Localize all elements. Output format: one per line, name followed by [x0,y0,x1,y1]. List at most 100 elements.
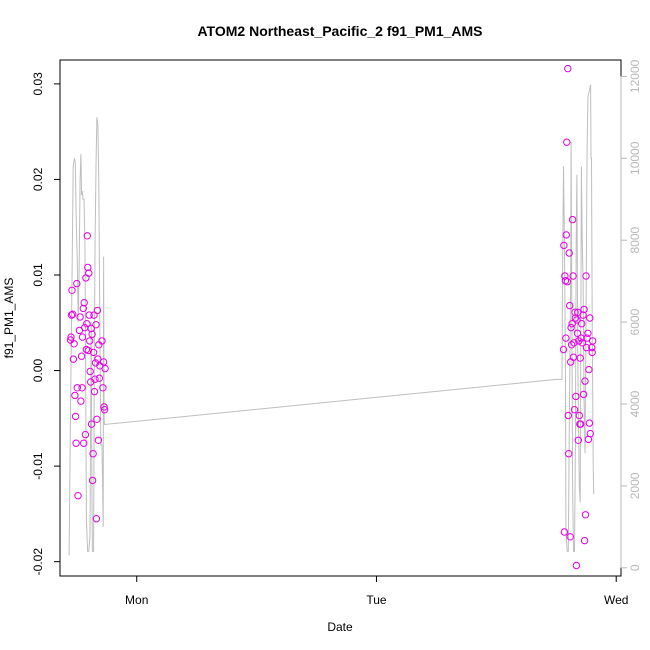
data-point [562,231,570,239]
data-point [580,305,588,314]
data-point [91,375,99,383]
data-point [70,340,78,348]
data-point [90,311,98,319]
y2-tick-label: 4000 [628,390,642,417]
data-point [86,367,94,376]
data-point [81,430,90,439]
data-point [84,346,93,355]
data-point [581,377,589,385]
data-point [94,436,103,444]
y-tick-label: -0.01 [31,452,45,480]
y-axis-left: -0.02 -0.01 0.00 0.01 0.02 0.03 [31,72,61,576]
data-point [93,306,102,315]
plot-area [66,64,597,570]
data-point [563,138,571,146]
data-point [580,536,589,545]
data-point [572,392,580,401]
data-point [68,286,76,294]
data-point [566,301,574,310]
data-point [77,397,85,405]
data-point [575,411,583,420]
data-point [578,320,586,328]
data-point [78,384,86,392]
data-point [71,391,79,400]
data-point [88,476,97,485]
data-point [94,355,102,363]
data-point [568,215,577,224]
data-point [87,420,96,428]
data-point [85,269,93,277]
y-tick-label: 0.03 [31,72,45,96]
data-point [585,419,594,427]
altitude-line [68,84,595,556]
data-point [74,492,82,500]
data-point [588,348,596,357]
data-point [76,313,84,321]
data-point [564,64,572,73]
data-point [71,412,80,421]
data-point [567,358,575,366]
data-point [72,439,80,447]
data-point [568,320,576,328]
y2-tick-label: 12000 [628,59,642,93]
data-point [586,314,594,322]
data-point [577,420,585,428]
data-point [92,515,101,523]
data-point [100,406,109,414]
y-tick-label: 0.02 [31,167,45,191]
data-point [84,263,92,272]
data-point [567,323,575,332]
data-point [577,334,585,342]
y2-tick-label: 10000 [628,141,642,175]
y-axis-label: f91_PM1_AMS [2,278,16,359]
data-point [560,241,568,250]
data-point [100,403,108,411]
x-tick-label: Wed [604,593,628,607]
y-tick-label: 0.01 [31,263,45,287]
data-point [585,365,593,374]
data-point [573,329,582,337]
chart-title: ATOM2 Northeast_Pacific_2 f91_PM1_AMS [197,23,482,39]
y2-tick-label: 0 [628,564,642,571]
data-point [571,308,579,316]
data-point [67,333,75,341]
data-point [570,406,579,414]
data-point [92,321,100,329]
x-axis-label: Date [327,620,353,634]
data-point [562,334,570,342]
data-point [83,232,92,240]
data-point [77,352,86,360]
y2-tick-label: 2000 [628,472,642,499]
data-point [576,354,584,362]
data-point [85,311,93,319]
data-point [80,439,88,447]
x-tick-label: Mon [125,593,148,607]
data-point [88,330,96,338]
data-point [565,450,573,458]
x-tick-label: Tue [366,593,387,607]
data-point [101,364,109,373]
data-point [69,310,77,318]
data-point [581,511,590,519]
data-point [89,348,98,357]
data-point [569,272,577,280]
data-point [566,533,574,541]
plot-frame [59,59,622,577]
data-point [73,384,82,392]
data-point [565,249,573,257]
data-point [80,299,88,307]
y-tick-label: 0.00 [31,359,45,383]
y2-tick-label: 6000 [628,308,642,335]
data-point [589,337,597,345]
y2-tick-label: 8000 [628,227,642,254]
data-point [570,339,578,347]
y-tick-label: -0.02 [31,548,45,576]
data-point [559,345,568,354]
y-axis-right: 0 2000 4000 6000 8000 10000 12000 [620,59,642,571]
data-point [578,339,586,347]
data-point [567,341,576,349]
data-point [583,334,591,342]
data-point [83,320,91,328]
data-point [87,324,95,333]
